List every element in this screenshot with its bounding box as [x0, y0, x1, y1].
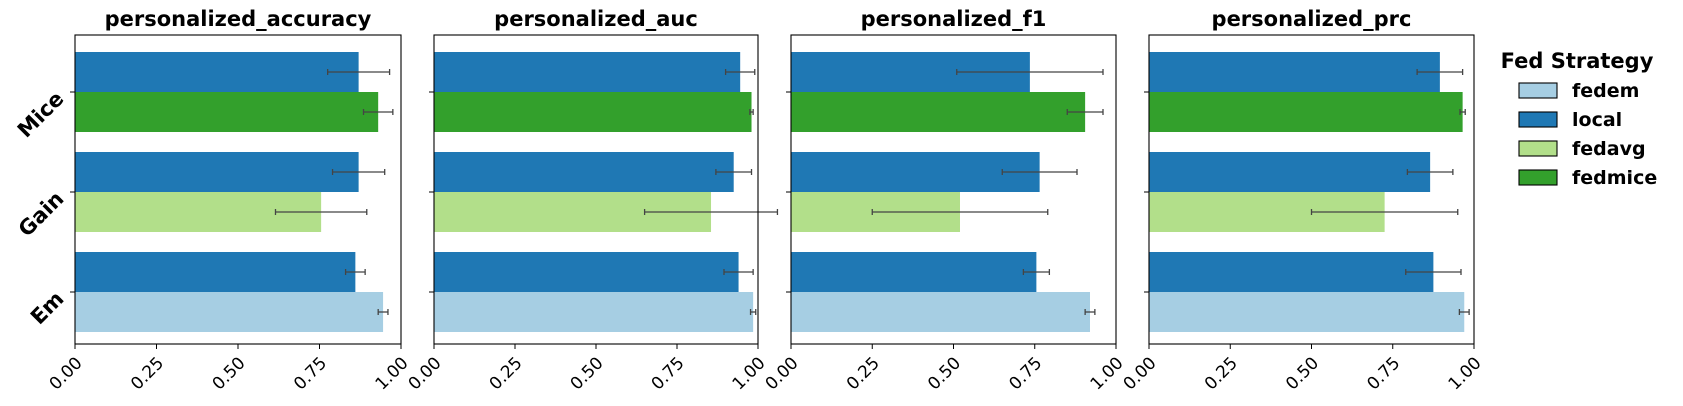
legend-swatch-fedavg — [1518, 140, 1558, 157]
x-tick-label: 1.00 — [1445, 353, 1486, 394]
category-label: Mice — [13, 87, 69, 143]
x-tick-label: 0.25 — [1201, 353, 1242, 394]
bar-mice-local — [75, 52, 359, 92]
chart-panel-3: personalized_f1 0.00 0.25 0.50 0.75 1.00 — [762, 7, 1128, 394]
x-tick-label: 1.00 — [1087, 353, 1128, 394]
bar-em-fedem — [434, 292, 754, 332]
chart-panel-2: personalized_auc 0.00 0.25 0.50 0.75 1.00 — [405, 7, 779, 394]
legend-label-fedavg: fedavg — [1572, 138, 1646, 160]
category-label: Em — [26, 287, 69, 330]
legend: Fed Strategy fedem local fedavg fedmice — [1501, 49, 1658, 189]
x-tick-label: 0.00 — [762, 353, 803, 394]
bar-em-fedem — [75, 292, 384, 332]
legend-label-fedmice: fedmice — [1572, 167, 1657, 189]
chart-panel-1: personalized_accuracy Mice Gain Em 0.00 0.25 0… — [13, 7, 413, 394]
legend-label-local: local — [1572, 109, 1622, 131]
panel-title: personalized_f1 — [861, 7, 1047, 31]
bar-mice-fedmice — [791, 92, 1086, 132]
panel-title: personalized_prc — [1212, 7, 1412, 31]
legend-label-fedem: fedem — [1572, 80, 1639, 102]
bar-mice-fedmice — [1149, 92, 1463, 132]
panel-title: personalized_auc — [494, 7, 698, 31]
bar-mice-local — [434, 52, 741, 92]
legend-swatch-local — [1518, 111, 1558, 128]
bar-gain-local — [434, 152, 734, 192]
x-tick-label: 0.50 — [924, 353, 965, 394]
bar-em-local — [434, 252, 739, 292]
x-tick-label: 0.00 — [1120, 353, 1161, 394]
x-tick-label: 0.25 — [843, 353, 884, 394]
bar-gain-local — [1149, 152, 1431, 192]
bar-mice-fedmice — [75, 92, 379, 132]
bar-em-fedem — [791, 292, 1090, 332]
legend-swatch-fedem — [1518, 82, 1558, 99]
panel-title: personalized_accuracy — [105, 7, 372, 31]
x-tick-label: 1.00 — [729, 353, 770, 394]
legend-swatch-fedmice — [1518, 169, 1558, 186]
bar-mice-local — [1149, 52, 1440, 92]
x-tick-label: 0.75 — [290, 353, 331, 394]
x-tick-label: 0.25 — [127, 353, 168, 394]
category-label: Gain — [14, 187, 69, 242]
x-tick-label: 0.50 — [1282, 353, 1323, 394]
x-tick-label: 0.00 — [46, 353, 87, 394]
chart-panel-4: personalized_prc 0.00 0.25 0.50 0.75 1.00 — [1120, 7, 1486, 394]
bar-em-fedem — [1149, 292, 1465, 332]
x-tick-label: 0.75 — [1363, 353, 1404, 394]
x-tick-label: 0.25 — [486, 353, 527, 394]
x-tick-label: 0.50 — [567, 353, 608, 394]
x-tick-label: 0.50 — [209, 353, 250, 394]
x-tick-label: 0.75 — [648, 353, 689, 394]
bar-mice-fedmice — [434, 92, 752, 132]
legend-title: Fed Strategy — [1501, 49, 1654, 73]
bar-em-local — [1149, 252, 1434, 292]
bar-gain-local — [75, 152, 359, 192]
bar-em-local — [75, 252, 356, 292]
x-tick-label: 1.00 — [372, 353, 413, 394]
x-tick-label: 0.00 — [405, 353, 446, 394]
x-tick-label: 0.75 — [1005, 353, 1046, 394]
bar-gain-local — [791, 152, 1040, 192]
bar-em-local — [791, 252, 1037, 292]
